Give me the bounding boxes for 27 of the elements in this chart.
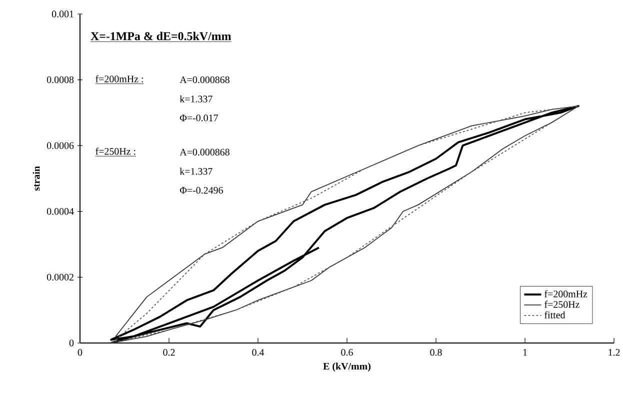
annotation: f=250Hz : (96, 148, 136, 155)
annotation: k=1.337 (180, 95, 212, 102)
x-tick-label: 1 (523, 349, 527, 356)
legend-label: f=200mHz (544, 290, 588, 298)
annotation: Φ=-0.2496 (180, 186, 223, 194)
y-tick-label: 0.0002 (46, 274, 74, 281)
annotation: k=1.337 (180, 168, 212, 175)
y-tick-label: 0.0004 (46, 208, 74, 215)
y-tick-label: 0.001 (52, 10, 74, 18)
annotation: Φ=-0.017 (180, 114, 218, 122)
x-tick-label: 1.2 (608, 349, 620, 356)
y-tick-label: 0.0008 (46, 76, 74, 84)
annotation: A=0.000868 (180, 76, 230, 84)
x-axis-title: E (kV/mm) (323, 362, 370, 372)
x-tick-label: 0 (78, 349, 82, 356)
y-tick-label: 0 (69, 340, 74, 346)
x-tick-label: 0.2 (163, 349, 175, 356)
x-tick-label: 0.6 (341, 349, 353, 356)
x-tick-label: 0.4 (252, 349, 264, 356)
text: X=-1MPa & dE=0.5kV/mm (90, 32, 232, 40)
annotation: A=0.000868 (180, 148, 230, 156)
y-axis-title: strain (32, 166, 40, 191)
x-tick-label: 0.8 (430, 349, 442, 356)
legend-label: fitted (544, 311, 566, 318)
legend-label: f=250Hz (544, 300, 580, 308)
y-tick-label: 0.0006 (46, 142, 74, 149)
annotation: f=200mHz : (96, 75, 143, 82)
